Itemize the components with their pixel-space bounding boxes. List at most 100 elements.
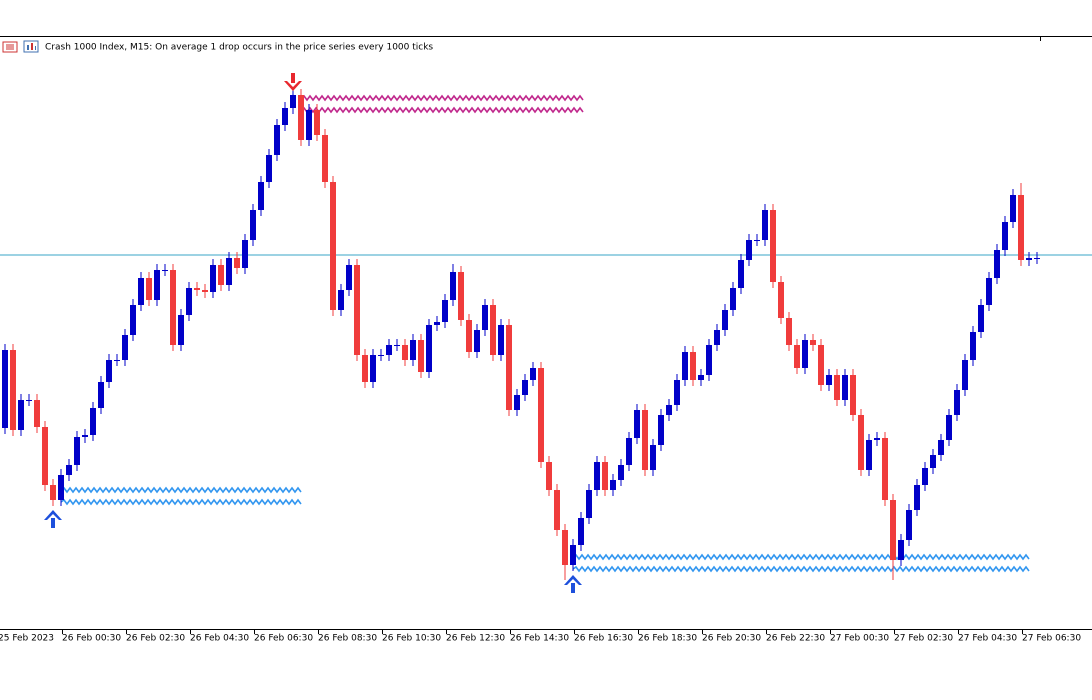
candle-body: [1026, 258, 1032, 260]
candle-body: [562, 530, 568, 565]
candle-body: [338, 290, 344, 310]
zone-bottom: [60, 498, 302, 506]
candle-body: [778, 282, 784, 318]
candle-body: [90, 408, 96, 435]
candle-body: [826, 375, 832, 385]
candle-body: [506, 325, 512, 410]
zone-top: [60, 486, 302, 494]
candle-body: [738, 260, 744, 288]
candle-body: [26, 400, 32, 401]
candle-body: [530, 368, 536, 380]
candle-body: [442, 300, 448, 322]
candle-body: [258, 182, 264, 210]
candle-body: [986, 278, 992, 305]
candle-body: [802, 340, 808, 368]
signal-arrow: [284, 73, 302, 91]
candle-body: [914, 485, 920, 510]
candle-body: [138, 278, 144, 305]
candle-body: [474, 330, 480, 352]
candle-body: [402, 345, 408, 360]
candle-body: [930, 455, 936, 468]
candle-body: [882, 438, 888, 500]
candle-body: [58, 475, 64, 500]
candle-body: [1034, 258, 1040, 259]
x-tick-label: 26 Feb 10:30: [382, 634, 441, 644]
candle-body: [666, 405, 672, 415]
candle-body: [722, 310, 728, 330]
candle-body: [578, 518, 584, 545]
candle-body: [842, 375, 848, 400]
candle-body: [466, 320, 472, 352]
candle-body: [498, 325, 504, 355]
candle-body: [970, 332, 976, 360]
x-tick-label: 26 Feb 16:30: [574, 634, 633, 644]
candle-body: [618, 465, 624, 480]
x-tick-label: 25 Feb 2023: [0, 634, 54, 644]
x-tick-label: 27 Feb 02:30: [894, 634, 953, 644]
candle-body: [490, 305, 496, 355]
candle-body: [946, 415, 952, 440]
candle-body: [306, 110, 312, 140]
candle-body: [394, 345, 400, 346]
x-tick-label: 26 Feb 20:30: [702, 634, 761, 644]
candle-body: [82, 435, 88, 437]
candle-body: [18, 400, 24, 430]
candle-body: [210, 265, 216, 292]
candle-body: [922, 468, 928, 485]
candle-body: [906, 510, 912, 540]
candle-body: [186, 288, 192, 315]
candle-body: [746, 240, 752, 260]
candle-body: [234, 258, 240, 268]
x-tick-label: 26 Feb 12:30: [446, 634, 505, 644]
candle-body: [874, 438, 880, 440]
candle-body: [546, 462, 552, 490]
candle-body: [698, 375, 704, 380]
candle-body: [370, 355, 376, 382]
candle-body: [130, 305, 136, 335]
candle-body: [426, 325, 432, 372]
candle-body: [250, 210, 256, 240]
candle-body: [770, 210, 776, 282]
candle-body: [866, 440, 872, 470]
x-tick-label: 26 Feb 18:30: [638, 634, 697, 644]
x-tick-label: 26 Feb 02:30: [126, 634, 185, 644]
candle-body: [266, 155, 272, 182]
candle-body: [706, 345, 712, 375]
candle-body: [586, 490, 592, 518]
candle-body: [834, 375, 840, 400]
candle-body: [898, 540, 904, 560]
candle-body: [954, 390, 960, 415]
candle-body: [482, 305, 488, 330]
candle-body: [818, 345, 824, 385]
x-tick-label: 27 Feb 04:30: [958, 634, 1017, 644]
candle-body: [50, 485, 56, 500]
candle-body: [314, 110, 320, 135]
candle-body: [194, 288, 200, 290]
candle-body: [146, 278, 152, 300]
candle-body: [650, 445, 656, 470]
menu-icon: [2, 41, 18, 53]
signal-arrow: [564, 575, 582, 593]
candle-body: [154, 270, 160, 300]
candle-body: [162, 270, 168, 271]
candle-body: [978, 305, 984, 332]
candle-body: [682, 352, 688, 380]
candle-body: [170, 270, 176, 345]
x-tick-label: 26 Feb 14:30: [510, 634, 569, 644]
x-tick-label: 27 Feb 06:30: [1022, 634, 1081, 644]
zone-bottom: [572, 565, 1030, 573]
zone-top: [572, 553, 1030, 561]
candle-body: [290, 95, 296, 108]
candle-body: [610, 480, 616, 490]
candle-body: [962, 360, 968, 390]
candle-body: [730, 288, 736, 310]
candle-body: [850, 375, 856, 415]
candle-body: [298, 95, 304, 140]
candle-body: [330, 182, 336, 310]
candle-body: [346, 265, 352, 290]
candle-body: [10, 350, 16, 430]
candle-body: [386, 345, 392, 355]
candle-body: [634, 410, 640, 438]
zone-bottom: [300, 106, 584, 114]
candle-body: [1002, 222, 1008, 250]
